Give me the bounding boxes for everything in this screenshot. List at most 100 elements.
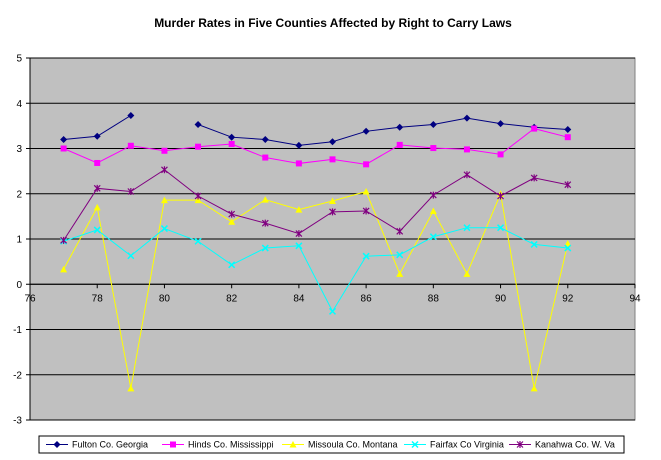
data-point bbox=[429, 191, 437, 199]
data-point bbox=[463, 171, 471, 179]
data-point bbox=[127, 252, 135, 260]
series-line bbox=[63, 128, 568, 165]
data-point bbox=[228, 218, 236, 225]
data-point bbox=[161, 166, 168, 174]
data-point bbox=[362, 252, 370, 260]
data-point bbox=[329, 156, 336, 163]
data-point bbox=[564, 181, 572, 189]
y-tick-label: 1 bbox=[16, 235, 22, 246]
x-tick-label: 88 bbox=[428, 293, 440, 304]
data-point bbox=[396, 251, 404, 259]
data-point bbox=[261, 244, 269, 252]
series-line bbox=[197, 117, 568, 146]
series-3 bbox=[60, 187, 572, 392]
legend-marker bbox=[53, 441, 61, 448]
x-tick-label: 86 bbox=[361, 293, 373, 304]
y-tick-label: 0 bbox=[16, 280, 22, 291]
data-point bbox=[530, 240, 538, 248]
axes: -3 -2 -1 0 1 2 3 4 5 76 78 80 82 84 86 88 90 92 94 bbox=[13, 54, 641, 427]
data-point bbox=[564, 125, 572, 133]
legend-label: Hinds Co. Mississippi bbox=[188, 440, 274, 450]
data-point bbox=[93, 226, 101, 234]
series-line bbox=[63, 169, 568, 241]
y-tick-label: 5 bbox=[16, 54, 22, 65]
data-point bbox=[328, 307, 337, 315]
data-point bbox=[60, 236, 68, 244]
data-point bbox=[261, 219, 269, 227]
data-point bbox=[194, 196, 202, 204]
data-point bbox=[160, 196, 168, 204]
data-point bbox=[329, 138, 336, 146]
data-point bbox=[60, 135, 68, 143]
data-point bbox=[228, 210, 236, 218]
legend-label: Kanahwa Co. W. Va bbox=[535, 440, 615, 450]
legend-item: Missoula Co. Montana bbox=[282, 440, 398, 450]
x-tick-label: 76 bbox=[24, 293, 36, 304]
legend: Fulton Co. Georgia Hinds Co. Mississippi M… bbox=[38, 435, 625, 454]
series-5 bbox=[60, 166, 572, 244]
data-point bbox=[530, 174, 538, 182]
legend-item: Fairfax Co Virginia bbox=[404, 440, 504, 450]
data-point bbox=[228, 133, 236, 141]
data-point bbox=[564, 134, 571, 141]
data-point bbox=[127, 111, 135, 119]
data-point bbox=[463, 270, 471, 277]
data-point bbox=[60, 265, 68, 273]
y-tick-label: -2 bbox=[13, 370, 22, 381]
x-tick-label: 94 bbox=[629, 293, 641, 304]
data-point bbox=[497, 151, 504, 158]
data-point bbox=[396, 123, 404, 131]
data-point bbox=[362, 207, 370, 215]
data-point bbox=[295, 206, 303, 213]
data-point bbox=[194, 121, 202, 129]
x-tick-label: 80 bbox=[159, 293, 171, 304]
data-point bbox=[60, 145, 67, 152]
data-point bbox=[195, 143, 202, 150]
data-point bbox=[564, 240, 572, 247]
legend-label: Missoula Co. Montana bbox=[308, 440, 398, 450]
y-tick-label: -3 bbox=[13, 416, 22, 427]
data-point bbox=[295, 230, 303, 238]
data-point bbox=[94, 159, 101, 166]
data-point bbox=[429, 207, 437, 214]
data-point bbox=[564, 244, 572, 252]
data-point bbox=[396, 227, 404, 235]
series-group bbox=[60, 111, 572, 392]
legend-item: Kanahwa Co. W. Va bbox=[509, 440, 615, 450]
data-point bbox=[329, 197, 336, 204]
data-point bbox=[429, 233, 437, 241]
data-point bbox=[295, 141, 303, 149]
data-point bbox=[228, 140, 235, 147]
gridlines bbox=[30, 57, 635, 421]
series-line bbox=[63, 227, 568, 313]
data-point bbox=[463, 114, 471, 122]
y-tick-label: 4 bbox=[16, 99, 22, 110]
data-point bbox=[497, 120, 505, 128]
data-point bbox=[430, 145, 437, 152]
data-point bbox=[530, 384, 538, 392]
data-point bbox=[295, 160, 302, 167]
y-tick-label: 2 bbox=[16, 189, 22, 200]
legend-marker bbox=[411, 440, 419, 449]
data-point bbox=[463, 224, 471, 232]
data-point bbox=[329, 208, 336, 216]
data-point bbox=[295, 242, 303, 250]
data-point bbox=[262, 154, 269, 161]
x-tick-label: 82 bbox=[226, 293, 238, 304]
data-point bbox=[127, 384, 135, 392]
legend-marker bbox=[170, 441, 176, 448]
data-point bbox=[497, 192, 504, 200]
chart-title: Murder Rates in Five Counties Affected b… bbox=[154, 16, 512, 30]
series-line bbox=[63, 190, 569, 389]
data-point bbox=[362, 187, 370, 195]
legend-marker bbox=[516, 441, 524, 448]
x-tick-label: 84 bbox=[293, 293, 305, 304]
series-4 bbox=[60, 224, 572, 315]
legend-item: Hinds Co. Mississippi bbox=[162, 440, 274, 450]
data-point bbox=[531, 125, 538, 132]
y-tick-label: 3 bbox=[16, 144, 22, 155]
data-point bbox=[396, 141, 403, 148]
x-tick-label: 90 bbox=[495, 293, 507, 304]
x-tick-label: 78 bbox=[92, 293, 104, 304]
